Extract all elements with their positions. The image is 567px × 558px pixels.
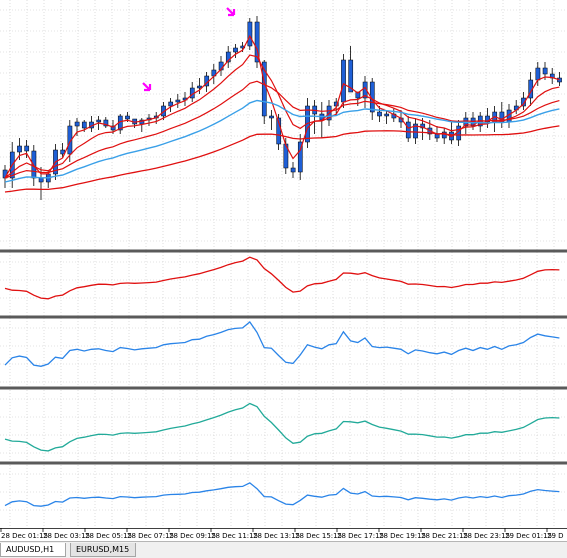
candle-body [384,113,390,117]
time-axis-label: 28 Dec 13:15 [253,532,300,540]
candle-body [413,123,418,139]
time-axis-label: 28 Dec 05:15 [85,532,132,540]
candle-body [557,77,562,83]
candle-body [269,115,274,119]
candle-body [290,167,296,173]
candle-body [96,119,102,123]
candle-body [225,51,231,63]
time-axis-label: 28 Dec 07:15 [127,532,174,540]
candle-body [341,59,346,103]
candle-body [485,115,490,123]
time-axis-label: 28 Dec 17:15 [337,532,384,540]
time-axis-label: 28 Dec 23:15 [463,532,510,540]
candle-body [175,99,181,103]
candle-body [377,111,382,117]
chart-area[interactable]: 28 Dec 01:15 28 Dec 03:15 28 Dec 05:15 28 D… [0,0,567,540]
candle-body [441,131,447,139]
candle-body [17,145,22,153]
time-axis-label: 28 Dec 01:15 [1,532,48,540]
candle-body [81,121,87,129]
indicator-line-red [4,256,560,300]
candle-body [420,123,426,129]
moving-average-slow [4,80,560,179]
indicator-line-teal [4,402,560,452]
candle-body [542,67,548,75]
candle-body [103,119,109,127]
pane-separator [0,386,567,390]
candle-body [197,85,202,89]
pane-separator [0,461,567,465]
candle-body [74,121,80,127]
pane-separator [0,315,567,319]
pane-separator [0,249,567,253]
tab-audusd-h1[interactable]: AUDUSD,H1 [0,543,66,557]
candle-body [247,21,253,47]
moving-average-long [4,125,560,193]
sell-arrow-icon [226,7,236,17]
time-axis-label: 28 Dec 09:15 [169,532,216,540]
time-axis-label: 28 Dec 03:15 [43,532,90,540]
time-axis-label: 28 Dec 19:15 [379,532,426,540]
tab-eurusd-m15[interactable]: EURUSD,M15 [70,543,136,557]
indicator-line-blue-lower [4,482,560,507]
candle-body [348,59,354,93]
time-axis-label: 28 Dec 15:15 [295,532,342,540]
candle-body [355,91,361,99]
time-axis-label: 29 D [547,532,564,540]
candle-body [297,141,303,173]
moving-average-medium [4,54,560,179]
time-axis-label: 28 Dec 11:15 [211,532,258,540]
candle-body [521,97,526,107]
time-axis-label: 28 Dec 21:15 [421,532,468,540]
candle-body [535,67,541,81]
candle-body [125,115,130,120]
candle-body [362,81,368,99]
candle-body [38,177,44,183]
candle-body [110,125,116,131]
indicator-line-blue [4,321,560,367]
candle-body [67,125,73,155]
sell-arrow-icon [142,82,152,92]
candle-body [31,150,37,179]
moving-average-fast [4,34,560,179]
chart-tab-bar: AUDUSD,H1 EURUSD,M15 [0,541,567,558]
candle-body [405,121,411,139]
moving-average-blue [4,99,560,183]
time-axis-label: 29 Dec 01:15 [505,532,552,540]
candle-body [24,145,30,152]
candle-body [168,101,174,107]
candle-body [254,21,260,63]
candle-body [233,47,238,53]
